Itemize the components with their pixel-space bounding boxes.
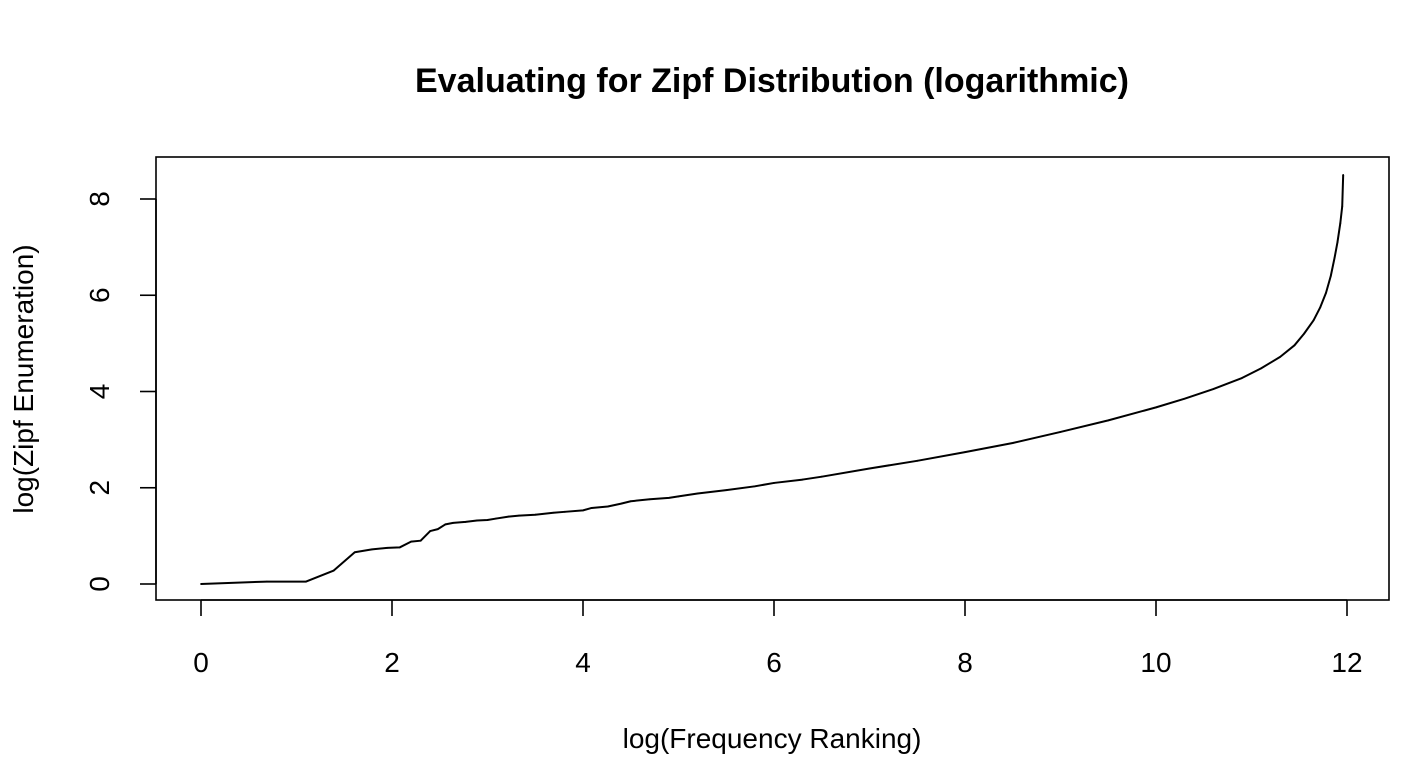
data-point [1107,419,1110,422]
data-point [332,569,335,572]
data-point [476,519,478,522]
data-point [1241,377,1243,379]
x-tick-label: 8 [957,647,973,678]
data-point [429,530,432,532]
data-point [606,505,609,508]
series-line [200,174,1345,585]
data-point [1329,275,1332,277]
x-axis-label: log(Frequency Ranking) [623,723,922,754]
data-point [620,502,623,505]
data-point [518,514,520,517]
data-point [801,478,804,481]
data-point [452,521,455,524]
x-tick-label: 12 [1331,647,1362,678]
y-tick-label: 4 [84,384,115,400]
data-point [629,500,632,503]
data-point [444,523,447,526]
data-point [696,492,699,495]
data-point [1303,332,1305,335]
data-point [773,482,775,484]
data-point [534,513,537,516]
data-point [464,521,467,523]
x-tick-label: 0 [193,647,209,678]
data-point [353,551,356,554]
x-tick-label: 2 [384,647,400,678]
data-point [916,459,919,462]
data-point [1059,431,1062,433]
x-tick-label: 6 [766,647,782,678]
y-axis: 0 2 4 6 8 [84,191,157,592]
data-point [563,510,566,513]
data-point [868,467,871,470]
data-point [419,539,422,542]
data-point [1341,205,1344,208]
chart-title: Evaluating for Zipf Distribution (logari… [415,62,1129,100]
data-point [552,511,555,514]
data-point [1279,355,1282,358]
data-point [200,583,202,585]
data-point [964,451,966,454]
x-tick-label: 10 [1140,647,1171,678]
data-point [820,475,823,478]
data-point [1339,222,1342,224]
y-tick-label: 6 [84,287,115,303]
data-point [1312,319,1315,322]
x-tick-label: 4 [575,647,591,678]
data-point [677,495,680,498]
data-point [436,528,439,531]
data-point [1319,306,1322,309]
data-point [590,507,593,509]
data-point [668,496,670,499]
y-tick-label: 8 [84,191,115,207]
data-point [1183,397,1186,400]
x-axis: 0 2 4 6 8 10 12 [193,599,1363,678]
data-point [1333,256,1336,259]
data-point [582,509,584,512]
data-point [305,580,307,583]
y-tick-label: 2 [84,480,115,496]
y-tick-label: 0 [84,576,115,592]
data-point [1212,388,1215,390]
data-point [495,517,497,520]
data-point [371,548,373,551]
y-axis-label: log(Zipf Enumeration) [8,244,39,513]
plot-frame [155,156,1390,601]
data-point [725,489,728,492]
data-point [1342,174,1345,176]
data-point [1293,344,1296,347]
data-point [410,540,412,543]
data-point [1260,367,1262,370]
data-point [265,580,268,583]
data-point [507,515,510,518]
data-point [486,519,489,521]
data-point [754,485,756,488]
data-point [1325,291,1327,294]
data-point [398,546,401,549]
data-point [1336,241,1339,244]
data-point [1011,442,1014,444]
data-point [386,547,389,549]
data-point [648,498,651,501]
data-point [1155,406,1157,409]
series-layer [200,174,1345,585]
